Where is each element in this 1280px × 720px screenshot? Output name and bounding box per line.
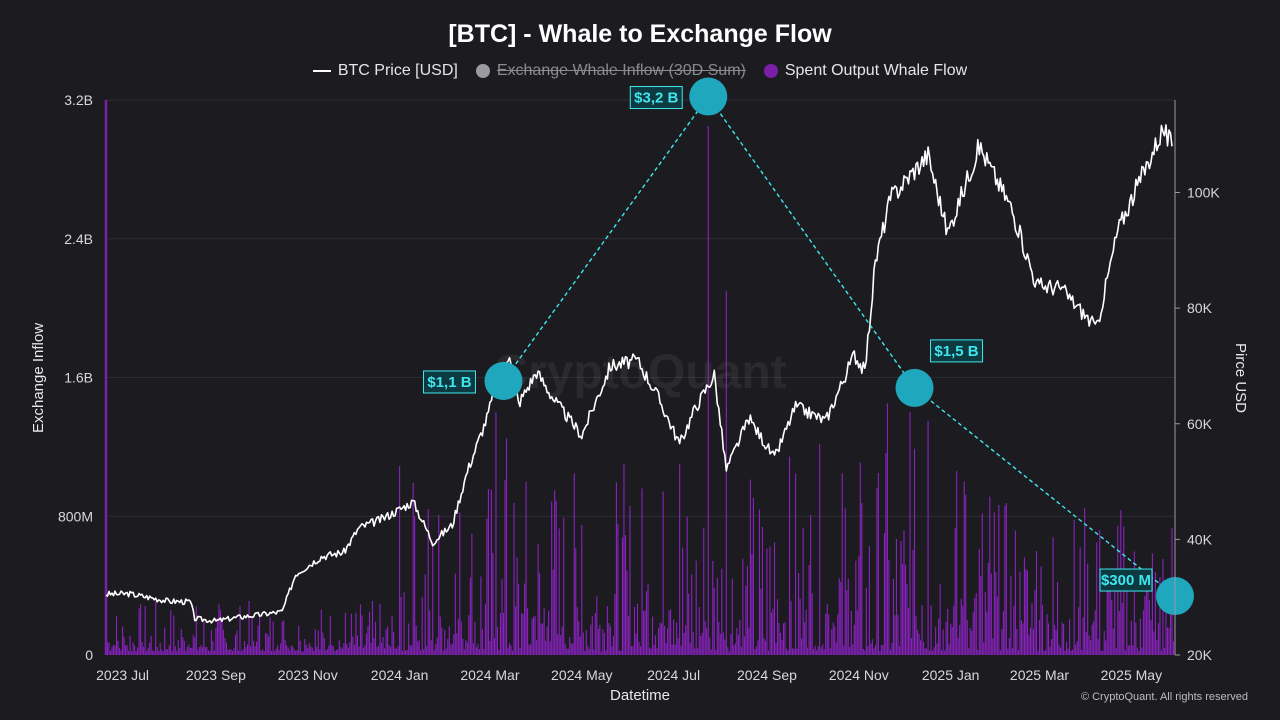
- legend-item-btc-price[interactable]: BTC Price [USD]: [312, 62, 458, 80]
- x-tick-label: 2023 Sep: [186, 667, 246, 683]
- annotation-label-box: [629, 86, 683, 110]
- x-tick-label: 2023 Nov: [278, 667, 338, 683]
- y-right-tick-label: 40K: [1187, 531, 1213, 547]
- legend-label-exchange-whale-inflow: Exchange Whale Inflow (30D Sum): [496, 62, 746, 79]
- y-axis-left-title: Exchange Inflow: [30, 323, 47, 433]
- annotation-label-box: [1099, 568, 1153, 592]
- x-tick-label: 2024 Mar: [460, 667, 519, 683]
- x-tick-label: 2024 Nov: [829, 667, 889, 683]
- annotation-label: $300 M: [1101, 572, 1151, 589]
- annotation-marker: [689, 77, 728, 116]
- x-axis-title: Datetime: [610, 687, 670, 704]
- annotation-dashed-line: [707, 96, 916, 389]
- annotation-marker: [484, 361, 523, 400]
- y-right-tick-label: 20K: [1187, 647, 1213, 663]
- btc-price-line: [105, 124, 1173, 624]
- y-left-tick-label: 3.2B: [64, 92, 93, 108]
- legend-item-spent-output-whale-flow[interactable]: Spent Output Whale Flow: [763, 62, 968, 80]
- chart-title: [BTC] - Whale to Exchange Flow: [448, 20, 832, 48]
- x-tick-label: 2024 May: [551, 667, 612, 683]
- x-tick-label: 2025 Jan: [922, 667, 980, 683]
- y-axis-right-title: Pirce USD: [1232, 343, 1249, 413]
- line-icon: [312, 70, 331, 72]
- legend-item-exchange-whale-inflow[interactable]: Exchange Whale Inflow (30D Sum): [475, 62, 746, 80]
- x-tick-label: 2025 May: [1101, 667, 1162, 683]
- annotation-label-box: [422, 370, 476, 394]
- legend-label-spent-output-whale-flow: Spent Output Whale Flow: [784, 62, 968, 79]
- y-left-tick-label: 800M: [58, 508, 93, 524]
- legend-label-btc-price: BTC Price [USD]: [337, 62, 458, 79]
- legend: BTC Price [USD] Exchange Whale Inflow (3…: [0, 62, 1280, 80]
- annotation-dashed-line: [914, 387, 1176, 597]
- annotation-label-box: [930, 339, 984, 363]
- x-tick-label: 2024 Sep: [737, 667, 797, 683]
- dot-icon: [763, 64, 778, 78]
- x-tick-label: 2025 Mar: [1010, 667, 1069, 683]
- x-tick-label: 2024 Jan: [371, 667, 429, 683]
- x-tick-label: 2024 Jul: [647, 667, 700, 683]
- annotation-label: $1,1 B: [427, 374, 471, 391]
- annotation-dashed-line: [502, 96, 709, 382]
- x-tick-label: 2023 Jul: [96, 667, 149, 683]
- y-right-tick-label: 80K: [1187, 300, 1213, 316]
- y-left-tick-label: 2.4B: [64, 231, 93, 247]
- y-left-tick-label: 0: [85, 647, 93, 663]
- dot-icon: [475, 64, 490, 78]
- annotation-label: $1,5 B: [934, 343, 978, 360]
- y-right-tick-label: 60K: [1187, 416, 1213, 432]
- copyright-credit: © CryptoQuant. All rights reserved: [1080, 691, 1248, 703]
- y-right-tick-label: 100K: [1187, 185, 1220, 201]
- watermark: CryptoQuant: [493, 346, 786, 399]
- annotation-marker: [895, 368, 934, 407]
- y-left-tick-label: 1.6B: [64, 370, 93, 386]
- annotation-label: $3,2 B: [634, 90, 678, 107]
